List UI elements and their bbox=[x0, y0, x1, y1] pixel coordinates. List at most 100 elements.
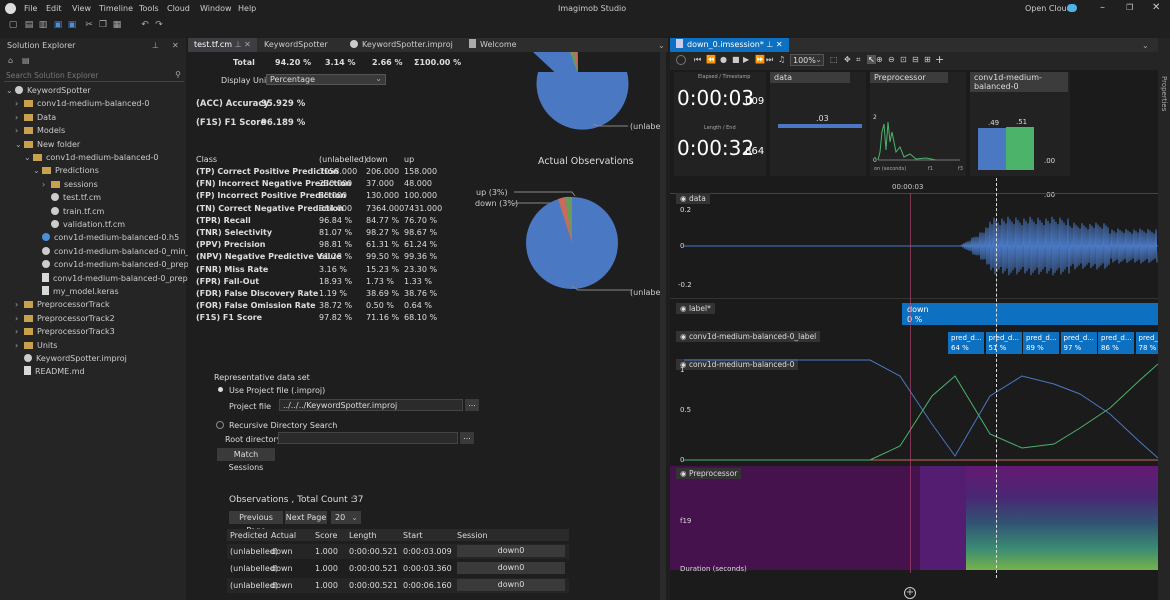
chevron-right-icon[interactable]: › bbox=[15, 313, 19, 323]
pin-icon[interactable]: ⊥ bbox=[152, 41, 159, 50]
menu-cloud[interactable]: Cloud bbox=[167, 4, 190, 13]
use-project-radio[interactable] bbox=[218, 387, 223, 392]
properties-tab[interactable]: Properties bbox=[1160, 76, 1168, 112]
minimize-icon[interactable]: – bbox=[1100, 2, 1105, 13]
open-cloud-button[interactable]: Open Cloud bbox=[1025, 4, 1072, 13]
data-track-label[interactable]: ◉ data bbox=[676, 193, 710, 204]
tree-item[interactable]: README.md bbox=[15, 365, 85, 378]
model-track-label[interactable]: ◉ conv1d-medium-balanced-0 bbox=[676, 359, 799, 370]
select-tool-icon[interactable]: ⬚ bbox=[830, 55, 838, 64]
tree-item[interactable]: › Models bbox=[15, 124, 65, 137]
tree-item[interactable]: ⌄ Predictions bbox=[33, 164, 99, 177]
tree-item[interactable]: ⌄ New folder bbox=[15, 138, 80, 151]
chevron-down-icon[interactable]: ⌄ bbox=[24, 153, 31, 162]
label-region[interactable]: down 0 % bbox=[902, 303, 1158, 325]
zoom-out-icon[interactable]: ⊖ bbox=[888, 55, 895, 64]
chevron-right-icon[interactable]: › bbox=[15, 126, 19, 136]
add-track-icon[interactable]: + bbox=[904, 587, 916, 599]
root-browse-button[interactable]: ... bbox=[460, 432, 474, 444]
home-icon[interactable]: ⌂ bbox=[8, 56, 14, 65]
root-dir-input[interactable] bbox=[278, 432, 458, 444]
playhead-line[interactable] bbox=[996, 178, 997, 578]
project-file-input[interactable]: ../../../KeywordSpotter.improj bbox=[279, 399, 463, 411]
step-back-icon[interactable]: ⏪ bbox=[706, 55, 716, 64]
project-browse-button[interactable]: ... bbox=[465, 399, 479, 411]
tab-keywordspotter-improj[interactable]: KeywordSpotter.improj bbox=[344, 38, 459, 52]
match-sessions-button[interactable]: Match Sessions bbox=[217, 448, 275, 472]
explorer-close-icon[interactable]: ✕ bbox=[172, 41, 179, 50]
session-button[interactable]: down0 bbox=[457, 545, 565, 557]
tree-item[interactable]: test.tf.cm bbox=[42, 191, 101, 204]
tab-keywordspotter[interactable]: KeywordSpotter bbox=[264, 40, 328, 49]
tab-test-tf-cm[interactable]: test.tf.cm ⊥ ✕ bbox=[188, 38, 257, 52]
page-size-select[interactable]: 20 ⌄ bbox=[331, 511, 361, 524]
pre-track-label[interactable]: ◉ Preprocessor bbox=[676, 468, 742, 479]
chevron-right-icon[interactable]: › bbox=[15, 112, 19, 122]
chevron-down-icon[interactable]: ⌄ bbox=[33, 166, 40, 176]
menu-help[interactable]: Help bbox=[238, 4, 257, 13]
move-tool-icon[interactable]: ✥ bbox=[844, 55, 851, 64]
tree-item[interactable]: › PreprocessorTrack bbox=[15, 298, 110, 311]
tab-down-0-imsession[interactable]: down_0.imsession* ⊥ ✕ bbox=[670, 38, 789, 52]
next-page-button[interactable]: Next Page bbox=[285, 511, 327, 524]
redo-icon[interactable]: ↷ bbox=[155, 20, 163, 30]
session-button[interactable]: down0 bbox=[457, 579, 565, 591]
menu-file[interactable]: File bbox=[24, 4, 38, 13]
record-icon[interactable]: ● bbox=[720, 55, 727, 64]
tree-item[interactable]: conv1d-medium-balanced-0_preprocessor_ bbox=[33, 272, 226, 285]
right-tab-menu-chevron-icon[interactable]: ⌄ bbox=[1142, 41, 1149, 50]
display-unit-select[interactable]: Percentage ⌄ bbox=[266, 74, 386, 85]
label-track-label[interactable]: ◉ label* bbox=[676, 303, 715, 314]
open-icon[interactable]: ▥ bbox=[38, 20, 48, 30]
measure-icon[interactable]: ⊞ bbox=[924, 55, 931, 64]
fit-width-icon[interactable]: ⊟ bbox=[912, 55, 919, 64]
menu-edit[interactable]: Edit bbox=[46, 4, 62, 13]
vertical-scrollbar[interactable] bbox=[660, 52, 666, 600]
menu-timeline[interactable]: Timeline bbox=[99, 4, 134, 13]
back-icon[interactable] bbox=[676, 55, 686, 65]
tree-item[interactable]: validation.tf.cm bbox=[42, 218, 125, 231]
tab-welcome[interactable]: Welcome bbox=[463, 38, 523, 52]
close-icon[interactable]: ✕ bbox=[1152, 2, 1161, 13]
step-forward-icon[interactable]: ⏩ bbox=[755, 55, 765, 64]
chevron-down-icon[interactable]: ⌄ bbox=[6, 86, 13, 95]
tree-item[interactable]: › PreprocessorTrack3 bbox=[15, 325, 115, 338]
add-icon[interactable]: + bbox=[935, 53, 945, 66]
skip-end-icon[interactable]: ⏭ bbox=[766, 55, 774, 64]
prediction-chip[interactable]: pred_d... 64 % bbox=[948, 332, 984, 354]
tree-item[interactable]: train.tf.cm bbox=[42, 205, 104, 218]
copy-icon[interactable]: ❐ bbox=[98, 20, 108, 30]
prediction-chip[interactable]: pred_d... 51 % bbox=[985, 332, 1022, 354]
menu-tools[interactable]: Tools bbox=[139, 4, 159, 13]
fit-icon[interactable]: ⊡ bbox=[900, 55, 907, 64]
save-icon[interactable]: ▣ bbox=[53, 20, 63, 30]
chevron-right-icon[interactable]: › bbox=[15, 99, 19, 109]
tree-item[interactable]: › Units bbox=[15, 339, 57, 352]
tree-item[interactable]: my_model.keras bbox=[33, 285, 119, 298]
paste-icon[interactable]: ▦ bbox=[112, 20, 122, 30]
recursive-radio[interactable] bbox=[216, 421, 224, 429]
tree-item[interactable]: › sessions bbox=[42, 178, 98, 191]
previous-page-button[interactable]: Previous Page bbox=[229, 511, 283, 535]
tree-item[interactable]: conv1d-medium-balanced-0_preprocessor_ bbox=[33, 258, 227, 271]
undo-icon[interactable]: ↶ bbox=[141, 20, 149, 30]
tree-item[interactable]: ⌄ KeywordSpotter bbox=[6, 84, 91, 97]
chevron-right-icon[interactable]: › bbox=[15, 327, 19, 337]
new-icon[interactable]: ▢ bbox=[8, 20, 18, 30]
menu-window[interactable]: Window bbox=[200, 4, 232, 13]
new-file-icon[interactable]: ▤ bbox=[24, 20, 34, 30]
zoom-select[interactable]: 100% ⌄ bbox=[790, 54, 824, 66]
pred-track-label[interactable]: ◉ conv1d-medium-balanced-0_label bbox=[676, 331, 821, 342]
menu-view[interactable]: View bbox=[72, 4, 91, 13]
play-icon[interactable]: ▶ bbox=[743, 55, 750, 64]
crop-tool-icon[interactable]: ⌗ bbox=[856, 55, 861, 64]
tree-item[interactable]: › Data bbox=[15, 111, 56, 124]
prediction-chip[interactable]: pred_d... 89 % bbox=[1023, 332, 1059, 354]
session-button[interactable]: down0 bbox=[457, 562, 565, 574]
tree-item[interactable]: › conv1d-medium-balanced-0 bbox=[15, 97, 149, 110]
stop-icon[interactable]: ■ bbox=[732, 55, 740, 64]
tree-item[interactable]: conv1d-medium-balanced-0.h5 bbox=[33, 231, 179, 244]
tree-item[interactable]: KeywordSpotter.improj bbox=[15, 352, 127, 365]
skip-start-icon[interactable]: ⏮ bbox=[694, 55, 702, 64]
chevron-down-icon[interactable]: ⌄ bbox=[15, 139, 22, 149]
